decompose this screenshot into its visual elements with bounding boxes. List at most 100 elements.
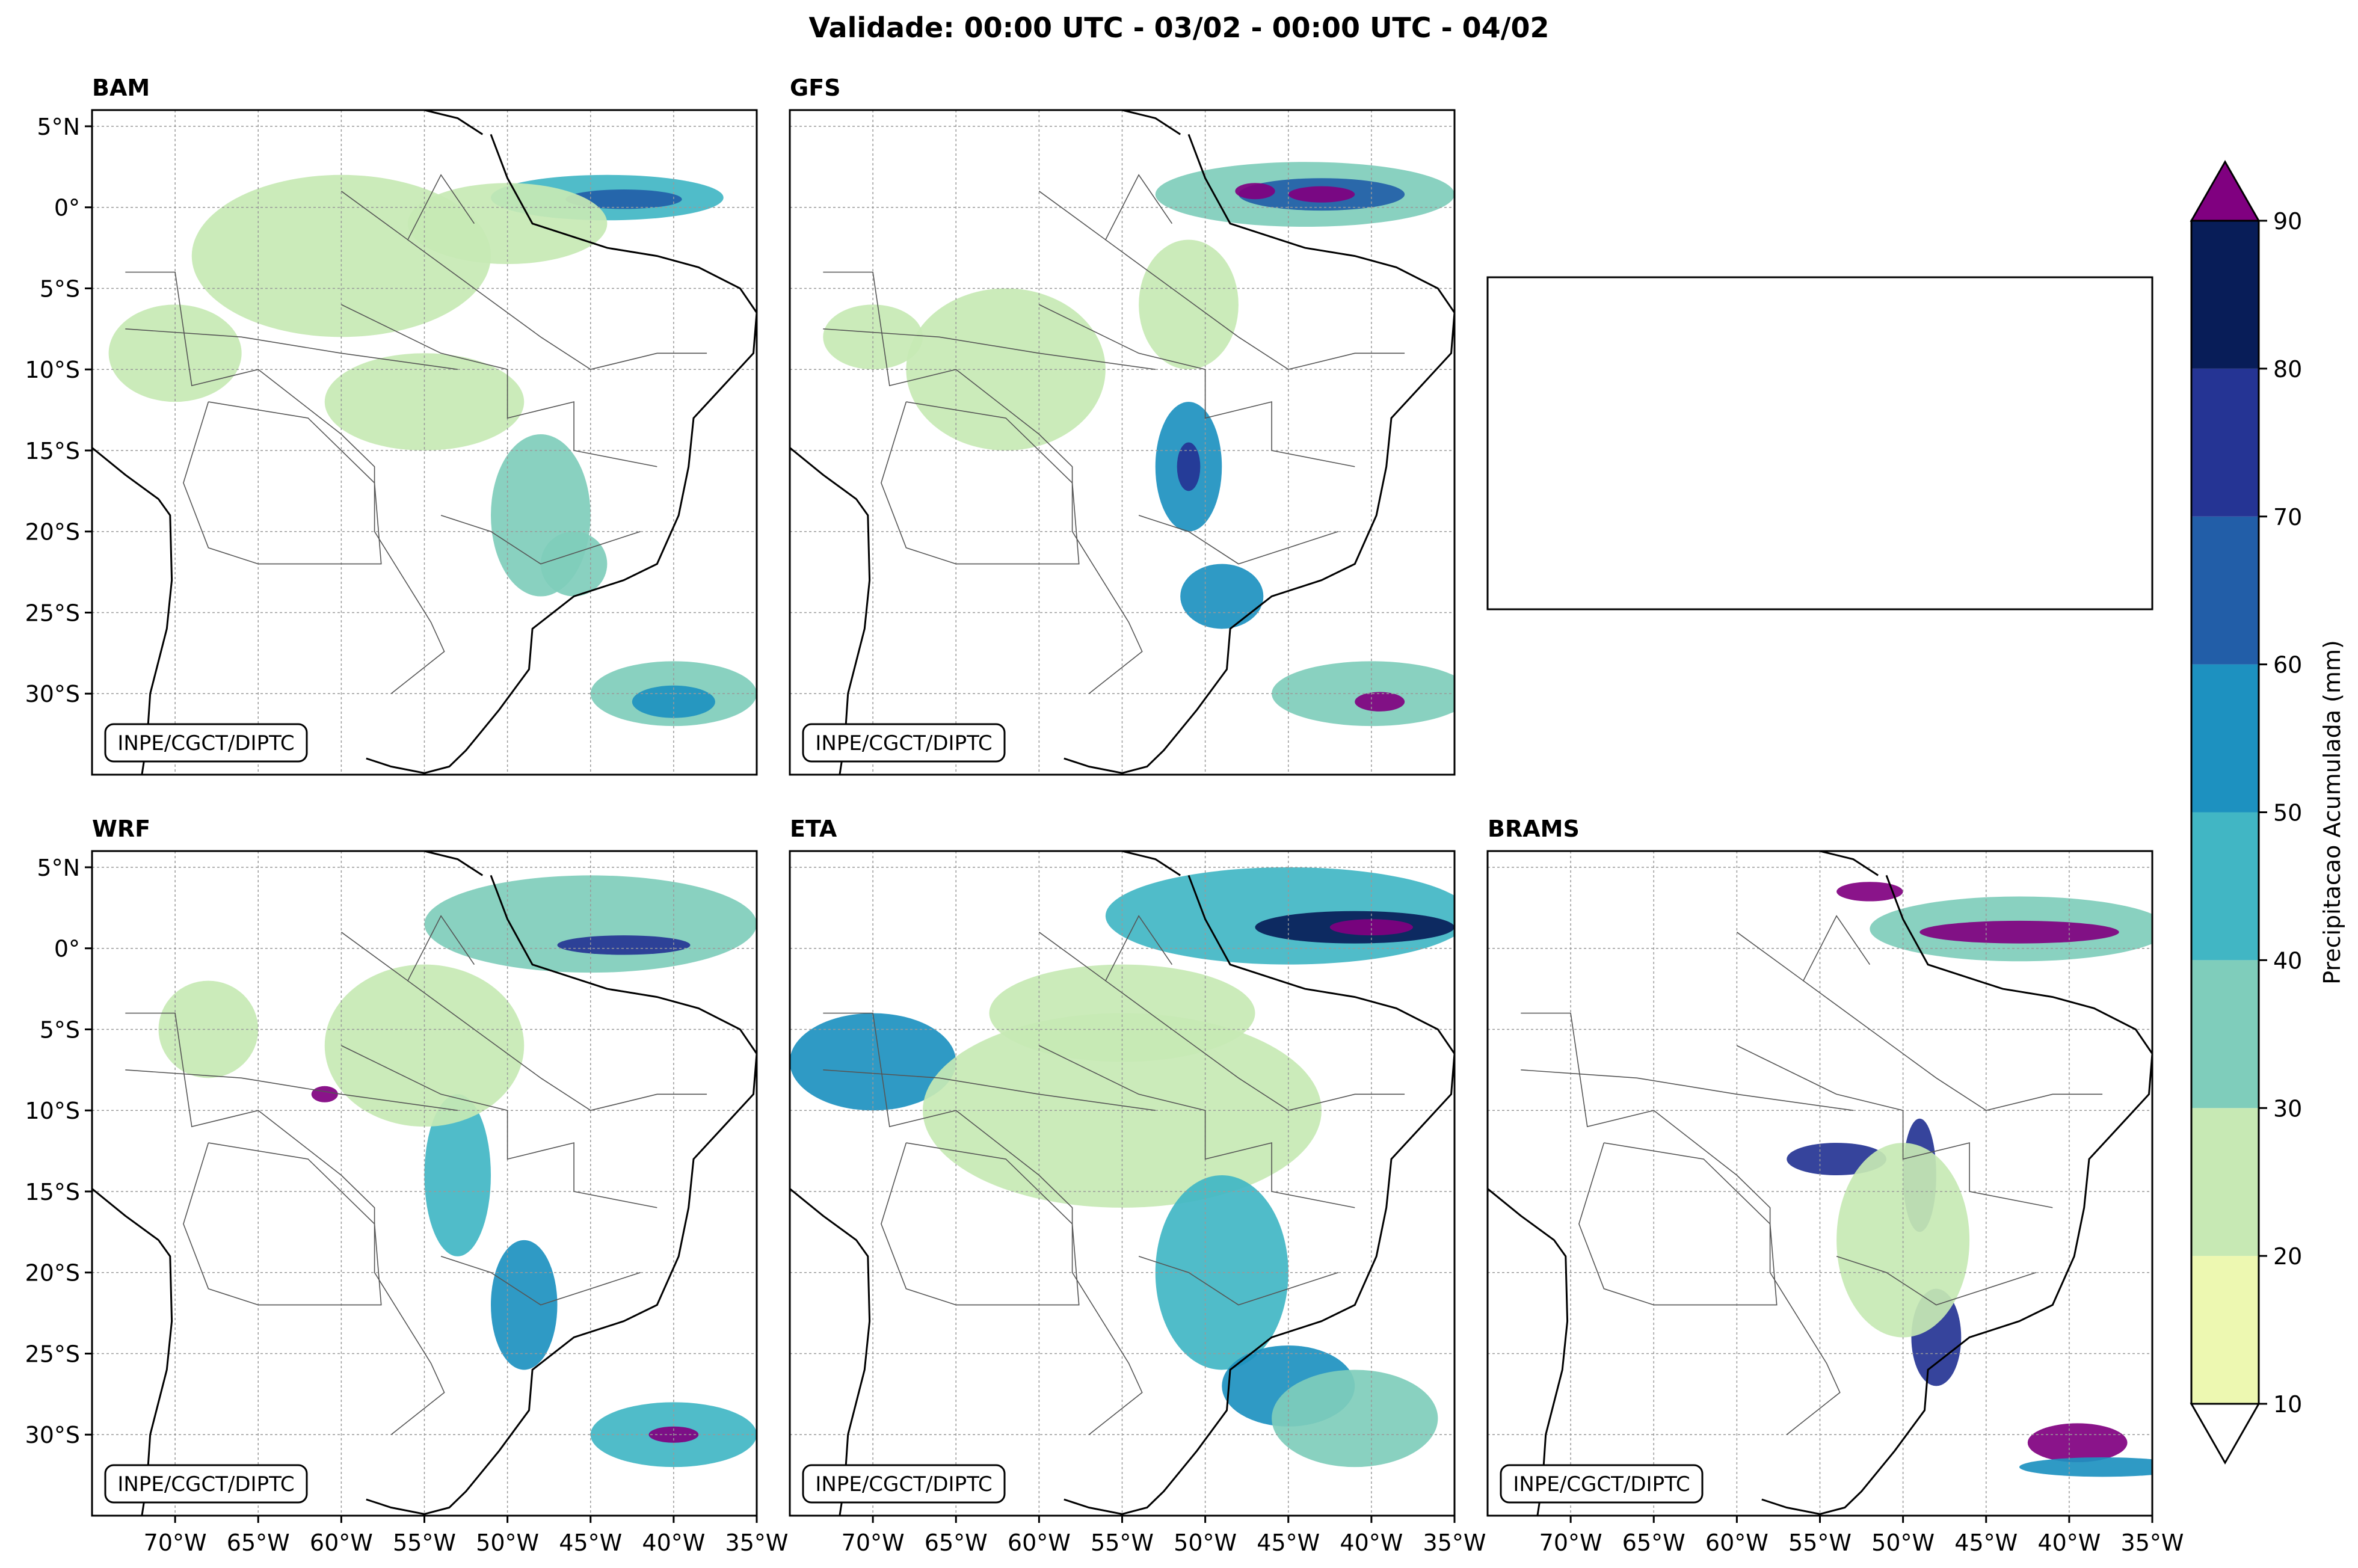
lat-tick-label: 10°S [25,1098,80,1124]
state-border [340,915,475,982]
state-border [1105,980,1405,1111]
map-panel-content [790,110,1455,775]
panel-frame [789,109,1456,776]
lat-tick-label: 30°S [25,681,80,707]
lat-tick-label: 20°S [25,1260,80,1287]
lat-tick-label: 5°N [37,855,80,881]
lon-tick-label: 40°W [1340,1530,1403,1556]
lat-tick-label: 5°N [37,114,80,140]
coastline [1064,134,1455,774]
precip-cell-brams-7 [2019,1457,2152,1477]
precip-cell-gfs-8 [1355,692,1405,712]
state-border [440,1256,641,1306]
colorbar-segment-1 [2191,1108,2259,1256]
precip-cell-gfs-6 [1180,564,1264,629]
coastline [790,1187,871,1516]
lat-tick-label: 20°S [25,519,80,546]
precip-cell-gfs-5 [1177,442,1201,491]
credit-label: INPE/CGCT/DIPTC [117,731,294,755]
precip-cell-bam-8 [108,304,242,402]
precip-cell-wrf-3 [491,1240,558,1370]
precip-cell-gfs-3 [1235,183,1275,200]
precip-cell-eta-3 [790,1013,956,1111]
colorbar-tick-label: 30 [2273,1095,2302,1122]
lon-tick-label: 45°W [1954,1530,2018,1556]
colorbar-segment-0 [2191,1256,2259,1404]
state-border [407,239,707,370]
coastline [1816,851,1879,876]
precip-cell-brams-1 [1919,920,2119,944]
lat-tick-label: 0° [54,195,80,221]
colorbar-segment-5 [2191,516,2259,665]
figure-title: Validade: 00:00 UTC - 03/02 - 00:00 UTC … [808,11,1549,44]
lon-tick-label: 50°W [1174,1530,1237,1556]
state-border [341,1045,657,1208]
lat-tick-label: 10°S [25,357,80,383]
map-panel-content [1488,851,2152,1516]
state-border [183,1142,382,1306]
lon-tick-label: 65°W [227,1530,290,1556]
lon-tick-label: 35°W [1423,1530,1486,1556]
panel-title-brams: BRAMS [1488,816,1580,842]
lon-tick-label: 50°W [1871,1530,1935,1556]
coastline [1118,851,1181,876]
state-border [881,401,1080,565]
precip-cell-eta-8 [989,964,1255,1062]
state-border [823,1012,1143,1435]
state-border [125,271,445,694]
precip-cell-wrf-1 [557,935,691,955]
state-border [125,1012,445,1435]
state-border [1038,915,1173,982]
panel-title-bam: BAM [92,75,150,101]
state-border [1521,1069,1853,1111]
state-border [1039,304,1355,467]
precip-cell-bam-4 [324,353,525,450]
state-border [125,1069,458,1111]
empty-panel-frame [1486,276,2153,610]
colorbar-tick-label: 20 [2273,1243,2302,1270]
precip-cell-brams-6 [2027,1423,2128,1463]
colorbar-extend-under [2190,1403,2261,1465]
precip-cell-eta-7 [1272,1370,1438,1468]
lat-tick-label: 15°S [25,1179,80,1205]
state-border [340,174,475,241]
lon-tick-label: 60°W [1705,1530,1769,1556]
state-border [1105,239,1405,370]
state-border [183,401,382,565]
colorbar-label: Precipitacao Acumulada (mm) [2319,640,2345,985]
state-border [407,980,707,1111]
lat-tick-label: 5°S [40,1016,80,1043]
colorbar-tick-label: 10 [2273,1391,2302,1418]
state-border [823,271,1143,694]
lat-tick-label: 25°S [25,1341,80,1367]
map-panel-brams: BRAMS INPE/CGCT/DIPTC 70°W 65°W 60°W 55°W 50°W… [1486,816,2184,1556]
state-border [1737,1045,2053,1208]
panel-frame [91,109,758,776]
colorbar-tick-label: 50 [2273,800,2302,826]
lon-tick-label: 40°W [2037,1530,2101,1556]
lat-tick-label: 15°S [25,438,80,464]
state-border [1521,1012,1841,1435]
precip-cell-wrf-6 [311,1086,338,1102]
lon-tick-label: 40°W [642,1530,705,1556]
lat-tick-label: 30°S [25,1422,80,1448]
coastline [1488,1187,1569,1516]
credit-box [802,723,1006,763]
colorbar-tick-label: 40 [2273,947,2302,974]
colorbar-segment-7 [2191,221,2259,369]
colorbar-extend-over [2190,159,2261,222]
map-panels: BAM INPE/CGCT/DIPTC 5°N 0° 5°S 10°S 15°S 20°S 25… [25,75,2184,1556]
map-panel-bam: BAM INPE/CGCT/DIPTC 5°N 0° 5°S 10°S 15°S 20°S 25… [25,75,758,776]
map-panel-gfs: GFS INPE/CGCT/DIPTC [789,75,1456,776]
lon-tick-label: 55°W [1788,1530,1852,1556]
lon-tick-label: 35°W [2121,1530,2184,1556]
state-border [1736,915,1871,982]
state-border [125,328,458,370]
coastline [366,134,757,774]
credit-box [104,1464,308,1504]
credit-box [802,1464,1006,1504]
map-panel-content [92,851,757,1516]
state-border [1578,1142,1778,1306]
precip-cell-brams-2 [1836,882,1903,902]
